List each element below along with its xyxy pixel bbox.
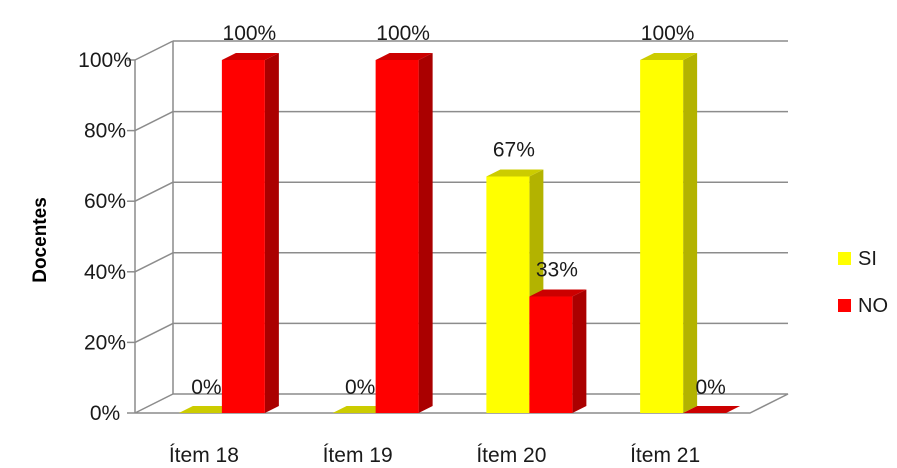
- bar-front: [221, 60, 265, 413]
- bar-front: [640, 60, 684, 413]
- legend-label-no: NO: [858, 295, 888, 317]
- legend-label-si: SI: [858, 248, 877, 270]
- data-label-si-item-18: 0%: [191, 376, 221, 399]
- bar-si-item-18: [178, 406, 236, 413]
- bar-top: [221, 53, 279, 60]
- x-axis-categories: Ítem 18 Ítem 19 Ítem 20 Ítem 21: [169, 444, 700, 467]
- bar-no-item-20: [529, 289, 587, 413]
- bar-top: [529, 289, 587, 297]
- category-label: Ítem 20: [476, 444, 546, 467]
- bar-no-item-19: [375, 53, 433, 413]
- legend: SI NO: [838, 248, 888, 317]
- bar-top: [332, 406, 390, 413]
- gridline-diagonal: [134, 40, 174, 61]
- bar-si-item-19: [332, 406, 390, 413]
- y-tick-label: 40%: [84, 261, 126, 284]
- bar-side: [264, 53, 279, 413]
- y-tick-label: 20%: [84, 331, 126, 354]
- bar-top: [375, 53, 433, 60]
- bar-side: [683, 53, 698, 413]
- bar-no-item-21: [683, 406, 741, 413]
- bar-top: [486, 169, 544, 177]
- data-label-no-item-21: 0%: [695, 376, 725, 399]
- bar-side: [418, 53, 433, 413]
- gridline-diagonal: [134, 181, 174, 202]
- chart-walls: [134, 41, 789, 414]
- bar-si-item-21: [640, 53, 698, 413]
- legend-swatch-si: [838, 252, 851, 265]
- gridline-diagonal: [134, 110, 174, 132]
- data-label-si-item-21: 100%: [641, 22, 695, 45]
- data-label-no-item-19: 100%: [376, 22, 430, 45]
- data-labels: 0% 100% 0% 100% 67% 33% 100% 0%: [191, 22, 726, 399]
- bar-side: [572, 289, 587, 413]
- legend-swatch-no: [838, 299, 851, 312]
- bar-top: [683, 406, 741, 413]
- y-tick-label: 80%: [84, 120, 126, 143]
- bar-no-item-18: [221, 53, 279, 413]
- data-label-si-item-19: 0%: [345, 376, 375, 399]
- category-label: Ítem 19: [323, 444, 393, 467]
- bar-top: [178, 406, 236, 413]
- y-axis-ticks: 0% 20% 40% 60% 80% 100%: [78, 49, 132, 425]
- gridline-diagonal: [134, 322, 174, 344]
- y-tick-label: 100%: [78, 49, 132, 72]
- bar-front: [375, 60, 419, 413]
- category-label: Ítem 21: [630, 444, 700, 467]
- y-tick-label: 60%: [84, 190, 126, 213]
- y-axis-title: Docentes: [30, 197, 51, 283]
- gridline-diagonal: [134, 252, 174, 273]
- bar-top: [640, 53, 698, 60]
- bar-front: [486, 176, 530, 413]
- category-label: Ítem 18: [169, 444, 239, 467]
- data-label-no-item-20: 33%: [536, 259, 578, 282]
- y-tick-label: 0%: [90, 402, 120, 425]
- data-label-si-item-20: 67%: [493, 138, 535, 161]
- bar-front: [529, 296, 573, 413]
- data-label-no-item-18: 100%: [223, 22, 277, 45]
- back-wall: [173, 41, 788, 394]
- bars: [178, 53, 741, 413]
